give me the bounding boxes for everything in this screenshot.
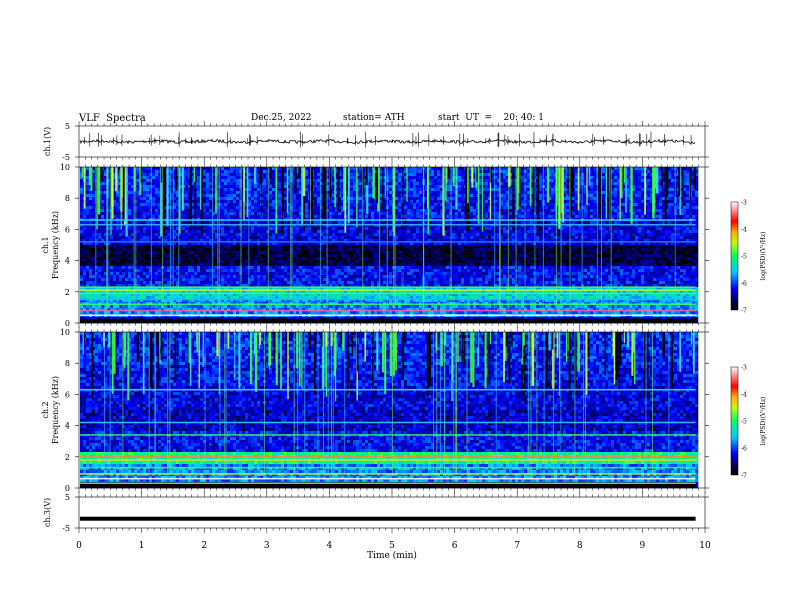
colorbar-tick-label: -6: [741, 446, 747, 453]
colorbar-tick-label: -3: [741, 200, 747, 207]
colorbar-label: log(PSD)(V²/Hz): [760, 397, 767, 446]
x-tick-label: 3: [264, 541, 270, 551]
signal-trace: [79, 138, 696, 145]
x-tick-label: 10: [699, 541, 711, 551]
y-tick-label: 2: [65, 288, 70, 297]
x-tick-label: 1: [139, 541, 145, 551]
signal-trace: [80, 516, 696, 521]
x-tick-label: 2: [201, 541, 207, 551]
y-tick-label: -5: [62, 524, 70, 533]
colorbar-tick-label: -5: [741, 254, 747, 261]
x-tick-label: 7: [514, 541, 520, 551]
chart-title: VLF Spectra: [79, 113, 146, 124]
y-tick-label: 6: [65, 390, 70, 399]
y-tick-label: 5: [65, 122, 70, 131]
colorbar: [730, 366, 739, 476]
colorbar: [730, 201, 739, 311]
y-tick-label: 5: [65, 493, 70, 502]
x-tick-label: 4: [327, 541, 333, 551]
y-tick-label: 8: [65, 194, 70, 203]
colorbar-tick-label: -4: [741, 392, 747, 399]
y-tick-label: 6: [65, 225, 70, 234]
y-tick-label: 2: [65, 453, 70, 462]
ch1-spectrogram: [80, 167, 699, 324]
y-tick-label: 4: [65, 422, 70, 431]
y-tick-label: 10: [60, 163, 70, 172]
start-time-label: start UT = 20: 40: 1: [438, 113, 544, 123]
y-tick-label: -5: [62, 153, 70, 162]
y-tick-label: 8: [65, 359, 70, 368]
x-axis-label: Time (min): [367, 550, 417, 561]
y-axis-label: Frequency (kHz): [51, 376, 60, 444]
y-axis-label: ch.1(V): [43, 127, 52, 156]
y-axis-label: ch.2: [41, 401, 50, 418]
y-axis-label: Frequency (kHz): [51, 211, 60, 279]
y-tick-label: 4: [65, 257, 70, 266]
x-tick-label: 9: [640, 541, 646, 551]
station-label: station= ATH: [343, 113, 405, 123]
ch2-spectrogram: [80, 332, 699, 489]
colorbar-tick-label: -3: [741, 365, 747, 372]
y-axis-label: ch.3(V): [43, 498, 52, 527]
colorbar-tick-label: -5: [741, 419, 747, 426]
colorbar-tick-label: -7: [741, 473, 747, 480]
y-tick-label: 10: [60, 328, 70, 337]
x-tick-label: 6: [452, 541, 458, 551]
panel-frame: [78, 496, 706, 529]
date-label: Dec.25, 2022: [251, 113, 312, 123]
colorbar-tick-label: -4: [741, 227, 747, 234]
y-tick-label: 0: [65, 484, 70, 493]
colorbar-label: log(PSD)(V²/Hz): [760, 232, 767, 281]
x-tick-label: 8: [577, 541, 583, 551]
x-tick-label: 0: [76, 541, 82, 551]
x-tick-label: 5: [389, 541, 395, 551]
colorbar-tick-label: -7: [741, 308, 747, 315]
colorbar-tick-label: -6: [741, 281, 747, 288]
y-axis-label: ch.1: [41, 236, 50, 253]
y-tick-label: 0: [65, 319, 70, 328]
